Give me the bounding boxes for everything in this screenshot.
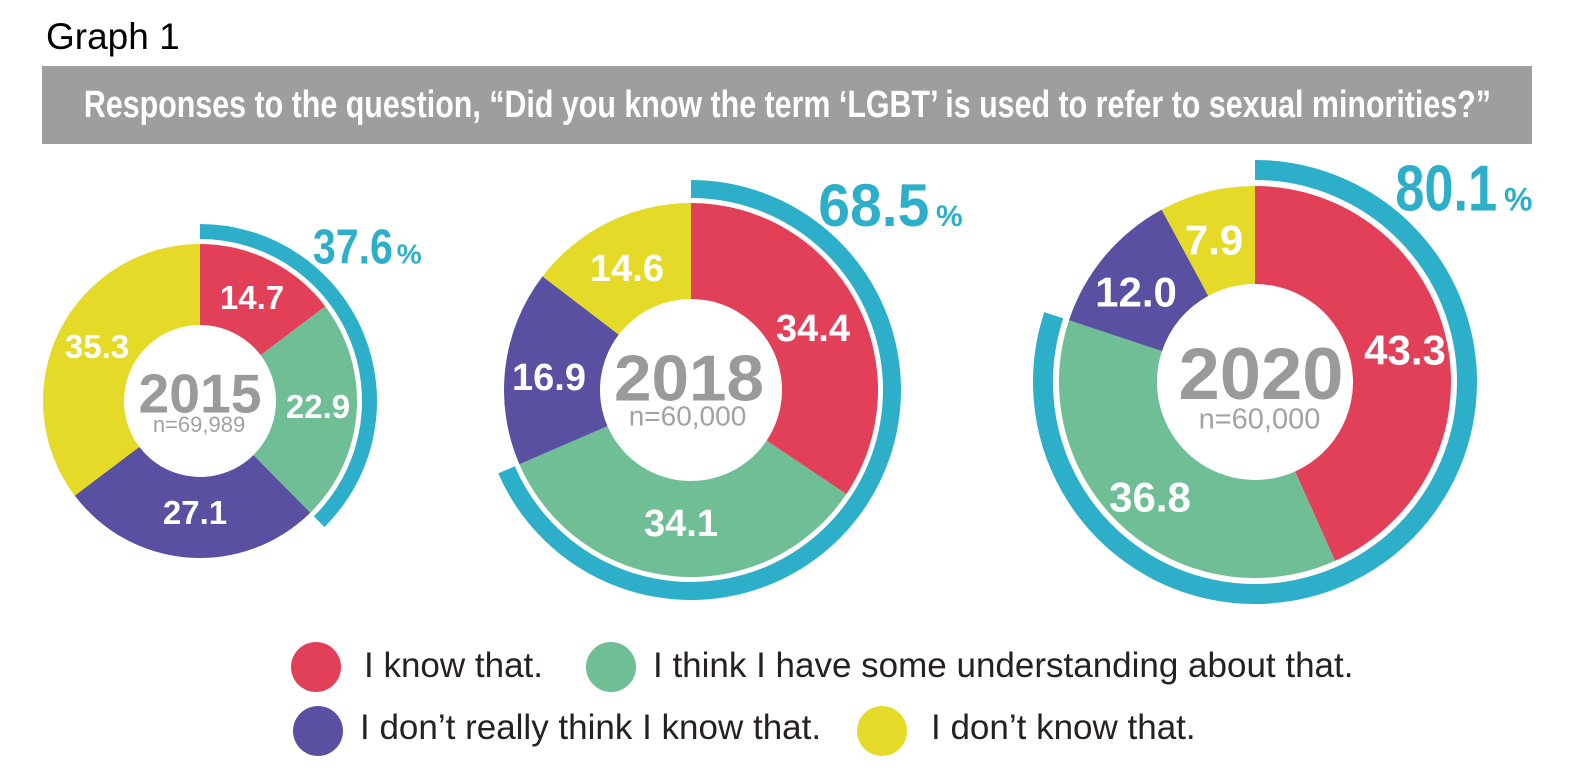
svg-text:%: % bbox=[1504, 182, 1532, 218]
svg-text:43.3: 43.3 bbox=[1364, 326, 1446, 373]
svg-text:n=60,000: n=60,000 bbox=[1199, 404, 1321, 436]
svg-text:27.1: 27.1 bbox=[163, 494, 227, 531]
svg-text:%: % bbox=[936, 200, 963, 233]
svg-text:7.9: 7.9 bbox=[1185, 216, 1243, 263]
svg-text:80.1: 80.1 bbox=[1395, 152, 1497, 225]
svg-text:%: % bbox=[397, 238, 422, 269]
svg-text:22.9: 22.9 bbox=[286, 388, 350, 425]
svg-text:12.0: 12.0 bbox=[1095, 268, 1177, 315]
svg-text:14.6: 14.6 bbox=[590, 248, 664, 290]
svg-text:35.3: 35.3 bbox=[65, 328, 129, 365]
svg-text:34.4: 34.4 bbox=[776, 308, 850, 350]
svg-text:n=69,989: n=69,989 bbox=[153, 412, 245, 437]
svg-text:2015: 2015 bbox=[139, 362, 262, 424]
svg-text:2020: 2020 bbox=[1179, 334, 1344, 415]
svg-text:34.1: 34.1 bbox=[644, 503, 718, 545]
svg-text:68.5: 68.5 bbox=[818, 172, 929, 239]
svg-text:37.6: 37.6 bbox=[313, 220, 393, 274]
svg-text:36.8: 36.8 bbox=[1109, 473, 1191, 520]
svg-text:14.7: 14.7 bbox=[220, 279, 284, 316]
svg-text:n=60,000: n=60,000 bbox=[629, 401, 747, 432]
svg-text:2018: 2018 bbox=[614, 341, 764, 414]
svg-text:16.9: 16.9 bbox=[512, 357, 586, 399]
